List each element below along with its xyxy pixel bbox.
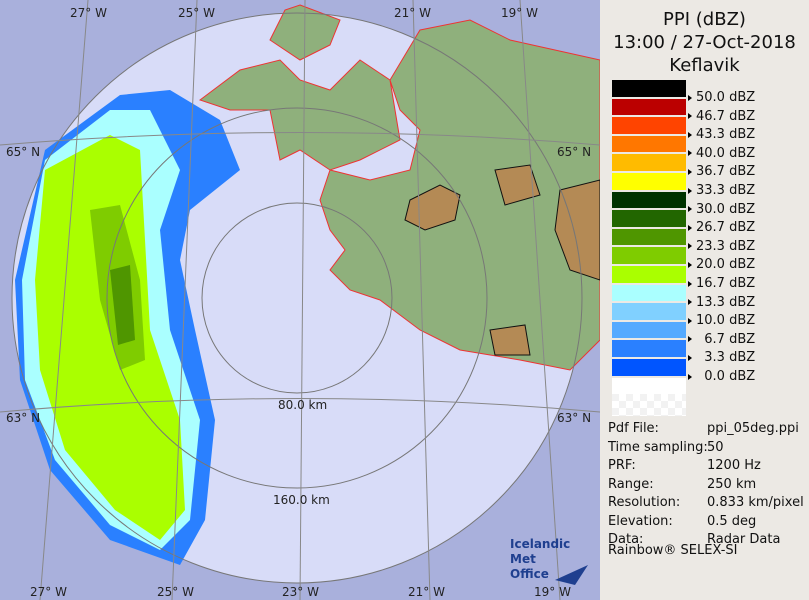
land-iceland: [198, 4, 600, 371]
legend-swatch: [612, 117, 686, 134]
grid-label-bottom-19w: 19° W: [534, 585, 571, 599]
legend-swatch: [612, 321, 686, 339]
grid-label-top-27w: 27° W: [70, 6, 107, 20]
legend-swatch: [612, 154, 686, 171]
legend-swatch: [612, 359, 686, 376]
info-value: ppi_05deg.ppi: [707, 421, 799, 436]
legend-swatch: [612, 340, 686, 357]
grid-label-bottom-27w: 27° W: [30, 585, 67, 599]
met-office-logo: Icelandic Met Office: [510, 537, 600, 582]
legend-swatch: [612, 303, 686, 320]
legend-label: 33.3 dBZ: [688, 183, 755, 198]
product-title: PPI (dBZ): [663, 9, 746, 30]
datetime: 13:00 / 27-Oct-2018: [613, 32, 796, 53]
info-value: 0.833 km/pixel: [707, 495, 804, 510]
legend-label: 20.0 dBZ: [688, 257, 755, 272]
logo-line1: Icelandic Met: [510, 537, 571, 566]
legend-label: 0.0 dBZ: [688, 369, 755, 384]
radar-map[interactable]: 80.0 km 160.0 km 27° W 25° W 21° W 19° W…: [0, 0, 600, 600]
legend-panel: PPI (dBZ) 13:00 / 27-Oct-2018 Keflavik 5…: [600, 0, 809, 600]
legend-label: 10.0 dBZ: [688, 313, 755, 328]
legend-label: 50.0 dBZ: [688, 90, 755, 105]
graticule: [0, 0, 600, 600]
grid-label-bottom-23w: 23° W: [282, 585, 319, 599]
info-value: 1200 Hz: [707, 458, 761, 473]
met-office-logo-mark: [555, 565, 588, 585]
grid-label-right-63n: 63° N: [557, 411, 592, 425]
grid-label-bottom-21w: 21° W: [408, 585, 445, 599]
legend-swatch: [612, 247, 686, 264]
legend-label: 6.7 dBZ: [688, 332, 755, 347]
info-key: PRF:: [608, 458, 636, 473]
grid-label-left-65n: 65° N: [6, 145, 41, 159]
legend-nodata-swatch: [612, 378, 686, 416]
legend-swatch: [612, 135, 686, 153]
legend-label: 26.7 dBZ: [688, 220, 755, 235]
legend-swatch: [612, 210, 686, 227]
legend-swatch: [612, 98, 686, 116]
range-rings: [11, 12, 583, 584]
legend-label: 40.0 dBZ: [688, 146, 755, 161]
grid-label-top-19w: 19° W: [501, 6, 538, 20]
info-value: 50: [707, 439, 724, 455]
legend-label: 23.3 dBZ: [688, 239, 755, 254]
grid-label-left-63n: 63° N: [6, 411, 41, 425]
info-value: 250 km: [707, 476, 757, 492]
legend-label: 3.3 dBZ: [688, 350, 755, 365]
glaciers: [404, 164, 600, 356]
info-key: Elevation:: [608, 513, 673, 529]
legend-label: 43.3 dBZ: [688, 127, 755, 142]
station-name: Keflavik: [669, 55, 740, 76]
legend-swatch: [612, 284, 686, 302]
grid-label-right-65n: 65° N: [557, 145, 592, 159]
legend-label: 16.7 dBZ: [688, 276, 755, 291]
grid-label-top-21w: 21° W: [394, 6, 431, 20]
legend-swatch: [612, 80, 686, 97]
info-key: Resolution:: [608, 495, 681, 510]
logo-line2: Office: [510, 567, 549, 581]
info-value: Radar Data: [707, 532, 781, 547]
legend-label: 13.3 dBZ: [688, 295, 755, 310]
info-value: 0.5 deg: [707, 513, 757, 529]
grid-label-bottom-25w: 25° W: [157, 585, 194, 599]
legend-swatch: [612, 173, 686, 190]
rain-echo-green: [35, 135, 185, 540]
legend-swatch: [612, 228, 686, 246]
legend-swatch: [612, 191, 686, 209]
radar-svg: 80.0 km 160.0 km: [0, 0, 600, 600]
range-ring-label-80: 80.0 km: [278, 398, 327, 412]
legend-label: 46.7 dBZ: [688, 109, 755, 124]
info-key: Range:: [608, 476, 654, 492]
info-key: Pdf File:: [608, 421, 659, 436]
grid-label-top-25w: 25° W: [178, 6, 215, 20]
range-ring-label-160: 160.0 km: [273, 493, 330, 507]
credit: Rainbow® SELEX-SI: [608, 543, 738, 558]
legend-swatch: [612, 266, 686, 283]
legend-label: 36.7 dBZ: [688, 164, 755, 179]
info-key: Data:: [608, 532, 644, 547]
info-key: Time sampling:: [608, 439, 708, 455]
legend-label: 30.0 dBZ: [688, 202, 755, 217]
rain-echo-core-dark: [110, 265, 135, 345]
